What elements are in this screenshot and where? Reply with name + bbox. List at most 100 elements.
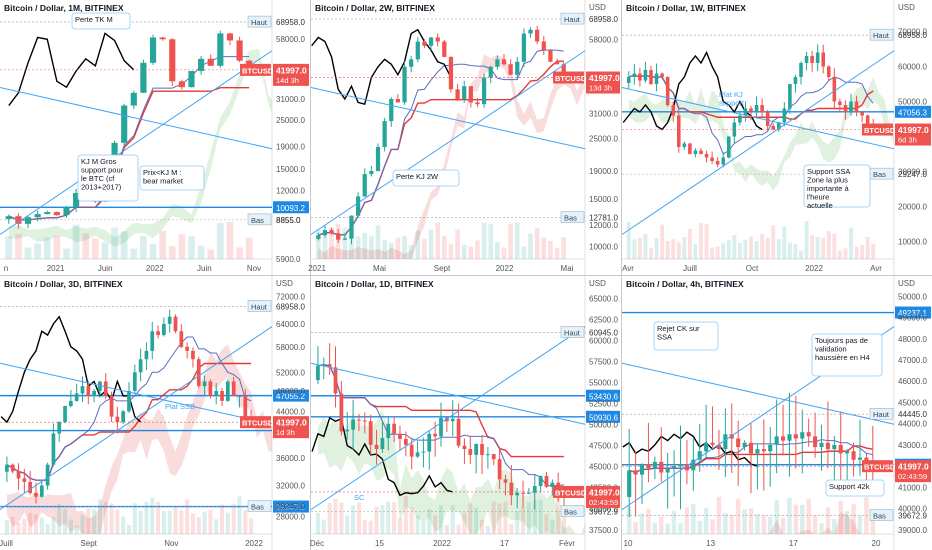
- volume-bar: [22, 518, 27, 534]
- candle-body: [374, 444, 379, 450]
- candle-body: [109, 395, 114, 417]
- candle-body: [827, 66, 831, 77]
- haut-tag: [247, 300, 272, 312]
- chart-panel: 47055.240509.029247.072000.064000.058000…: [0, 276, 310, 550]
- volume-bar: [748, 508, 754, 534]
- x-tick-label: n: [4, 264, 8, 273]
- candle-body: [665, 77, 670, 105]
- x-tick-label: Avr: [622, 264, 634, 273]
- candle-body: [53, 212, 60, 216]
- volume-bar: [362, 520, 367, 534]
- volume-bar: [80, 515, 85, 534]
- volume-bar: [735, 498, 741, 534]
- candle-body: [389, 98, 394, 122]
- volume-bar: [101, 242, 109, 259]
- candle-body: [138, 359, 143, 373]
- symbol-tag-label: BTCUSD: [864, 126, 896, 135]
- volume-bar: [837, 250, 842, 259]
- x-tick-label: 10: [624, 539, 633, 548]
- volume-bar: [749, 236, 753, 259]
- volume-bar: [659, 516, 664, 534]
- chart-title: Bitcoin / Dollar, 4h, BITFINEX: [626, 279, 744, 289]
- volume-bar: [173, 506, 178, 534]
- candle-body: [527, 492, 531, 494]
- annotation-text: Rejet CK sur SSA: [657, 324, 700, 342]
- volume-bar: [646, 508, 651, 534]
- volume-bar: [699, 222, 703, 259]
- candle-body: [710, 157, 714, 161]
- bas-tag-label: Bas: [564, 214, 577, 223]
- volume-bar: [349, 236, 354, 259]
- volume-bar: [159, 230, 167, 259]
- level-label: 49237.1: [898, 309, 927, 318]
- volume-bar: [501, 247, 507, 259]
- haut-value: 68958.0: [276, 302, 305, 311]
- candle-body: [179, 331, 184, 347]
- volume-bar: [503, 501, 508, 534]
- volume-bar: [207, 249, 215, 259]
- volume-bar: [368, 520, 373, 534]
- volume-bar: [844, 510, 850, 534]
- annotation-line: bear market: [143, 177, 184, 186]
- y-tick-label: 5900.0: [276, 255, 301, 264]
- volume-bar: [726, 240, 731, 259]
- ichimoku-cloud: [317, 409, 585, 534]
- volume-bar: [132, 503, 137, 534]
- candle-body: [392, 423, 396, 434]
- candle-body: [395, 98, 401, 103]
- symbol-tag-label: BTCUSD: [555, 488, 587, 497]
- volume-bar: [697, 520, 702, 534]
- candle-body: [677, 115, 681, 147]
- volume-bar: [665, 523, 670, 534]
- annotation-line: Support SSA: [807, 167, 850, 176]
- candle-body: [185, 346, 189, 351]
- x-tick-label: Juill: [0, 539, 13, 548]
- candle-body: [815, 52, 820, 63]
- x-tick-label: Nov: [247, 264, 261, 273]
- candle-body: [804, 56, 809, 63]
- volume-bar: [68, 519, 73, 534]
- volume-bar: [24, 247, 32, 259]
- y-tick-label: 44000.0: [276, 407, 305, 416]
- candle-body: [727, 136, 731, 158]
- annotation-line: Support 42k: [829, 482, 870, 491]
- candle-body: [699, 150, 703, 154]
- volume-bar: [654, 238, 659, 259]
- volume-bar: [652, 522, 658, 534]
- candle-body: [167, 316, 172, 324]
- volume-bar: [444, 525, 449, 534]
- unit-label: USD: [589, 3, 606, 12]
- volume-bar: [755, 513, 760, 534]
- x-tick-label: Oct: [746, 264, 759, 273]
- x-tick-label: Juin: [98, 264, 113, 273]
- level-label: 10093.2: [276, 204, 305, 213]
- volume-bar: [33, 514, 39, 534]
- volume-bar: [468, 246, 474, 259]
- volume-bar: [743, 239, 748, 259]
- annotation-box: [825, 479, 885, 497]
- candle-body: [220, 390, 224, 401]
- volume-bar: [190, 513, 195, 534]
- annotation-text: KJ M Gros support pour le BTC (cf 2013+2017…: [81, 157, 124, 192]
- volume-bar: [329, 227, 334, 259]
- chikou-line: [8, 32, 135, 106]
- candle-body: [535, 29, 540, 42]
- level-tag: [273, 201, 309, 214]
- annotation-text: Perte TK M: [75, 15, 113, 24]
- volume-bar: [216, 222, 224, 259]
- y-tick-label: 57500.0: [589, 358, 618, 367]
- haut-tag-label: Haut: [873, 410, 890, 419]
- annotation-line: Zone la plus: [807, 176, 848, 185]
- haut-value: 44445.0: [898, 410, 927, 419]
- volume-bar: [395, 237, 401, 259]
- kijun-line: [318, 60, 564, 237]
- candle-body: [697, 451, 702, 460]
- volume-bar: [832, 518, 837, 534]
- candle-body: [851, 451, 856, 460]
- volume-bar: [860, 245, 865, 259]
- volume-bar: [703, 508, 709, 534]
- last-price-value: 41997.0: [276, 65, 307, 75]
- x-tick-label: 20: [872, 539, 881, 548]
- candle-body: [115, 416, 120, 423]
- volume-bar: [556, 497, 561, 534]
